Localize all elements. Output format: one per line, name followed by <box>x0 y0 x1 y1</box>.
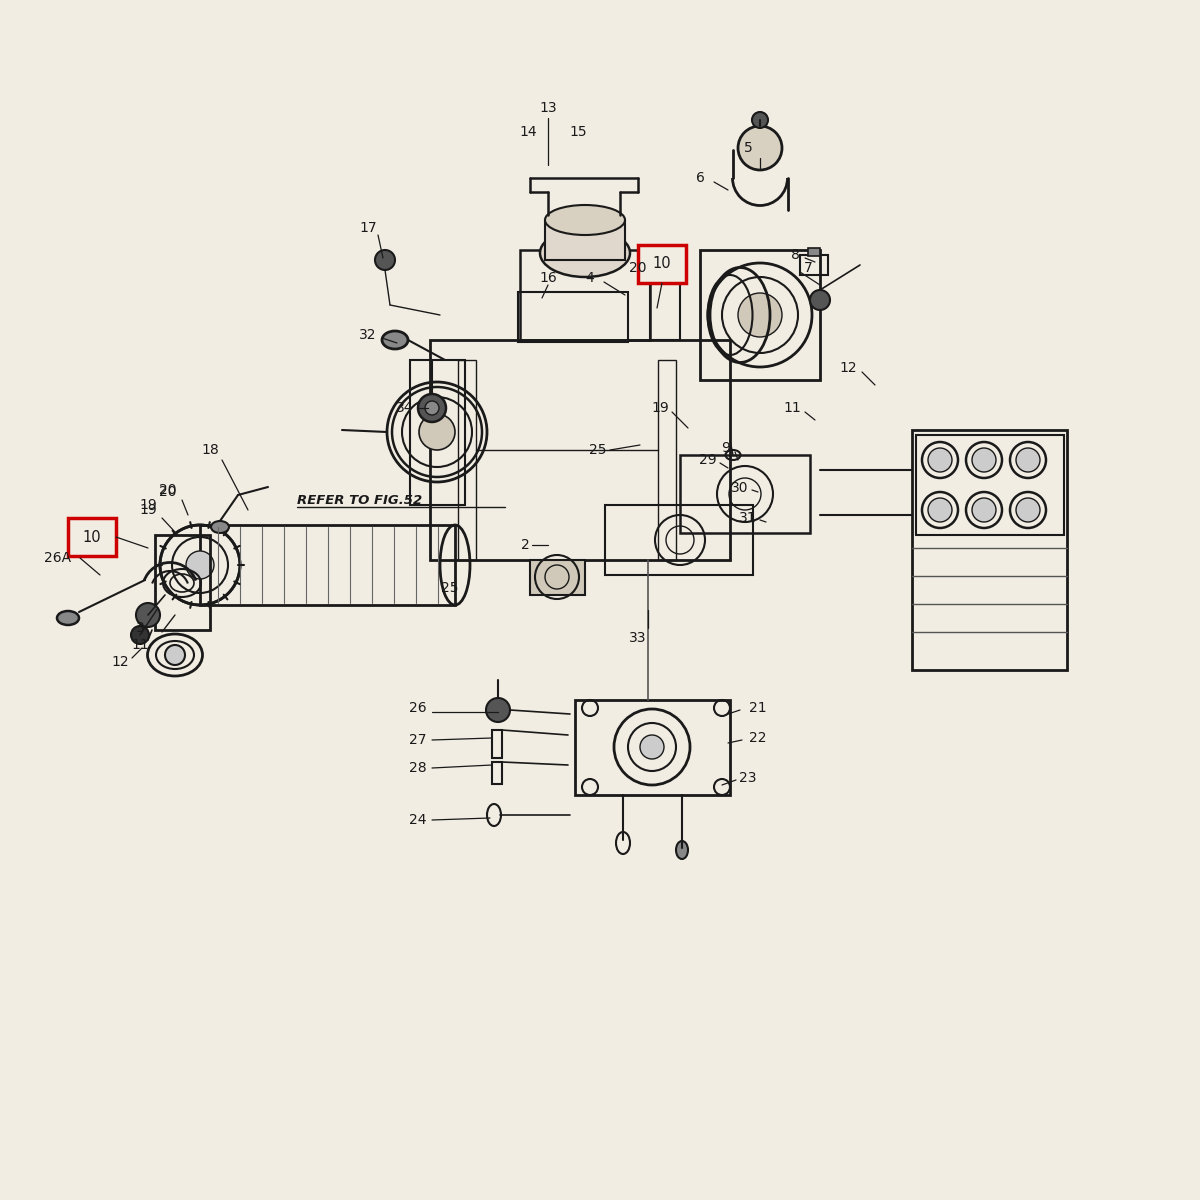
Circle shape <box>972 448 996 472</box>
Bar <box>658 360 676 560</box>
Ellipse shape <box>545 205 625 235</box>
Bar <box>638 245 686 283</box>
Text: 24: 24 <box>409 814 427 827</box>
Text: 12: 12 <box>839 361 857 374</box>
Text: 11: 11 <box>784 401 800 415</box>
Circle shape <box>752 112 768 128</box>
Text: 26A: 26A <box>44 551 72 565</box>
Circle shape <box>1016 498 1040 522</box>
Text: 10: 10 <box>653 257 671 271</box>
Text: 8: 8 <box>791 248 799 262</box>
Text: 28: 28 <box>409 761 427 775</box>
Circle shape <box>738 126 782 170</box>
Bar <box>200 526 455 605</box>
Text: 16: 16 <box>539 271 557 284</box>
Ellipse shape <box>382 331 408 349</box>
Text: 5: 5 <box>744 140 752 155</box>
Bar <box>68 518 116 556</box>
Bar <box>916 434 1064 535</box>
Text: 4: 4 <box>586 271 594 284</box>
Text: 26: 26 <box>409 701 427 715</box>
Text: 19: 19 <box>139 498 157 512</box>
Text: 23: 23 <box>739 770 757 785</box>
Text: 13: 13 <box>539 101 557 115</box>
Text: 25: 25 <box>589 443 607 457</box>
Bar <box>605 505 754 575</box>
Text: 21: 21 <box>749 701 767 715</box>
Circle shape <box>640 734 664 758</box>
Text: 14: 14 <box>520 125 536 139</box>
Text: 20: 20 <box>160 485 176 499</box>
Bar <box>912 430 1067 670</box>
Circle shape <box>425 401 439 415</box>
Text: 32: 32 <box>359 328 377 342</box>
Bar <box>800 254 828 275</box>
Text: 25: 25 <box>442 581 458 595</box>
Text: 31: 31 <box>739 511 757 526</box>
Text: 15: 15 <box>569 125 587 139</box>
Bar <box>545 220 625 260</box>
Bar <box>575 700 730 794</box>
Bar <box>155 535 210 630</box>
Text: 19: 19 <box>139 503 157 517</box>
Text: 11: 11 <box>131 638 149 652</box>
Circle shape <box>1016 448 1040 472</box>
Circle shape <box>131 626 149 644</box>
Circle shape <box>738 293 782 337</box>
Circle shape <box>928 448 952 472</box>
Text: 33: 33 <box>629 631 647 646</box>
Circle shape <box>136 602 160 626</box>
Text: 19: 19 <box>652 401 668 415</box>
Text: 17: 17 <box>359 221 377 235</box>
Bar <box>492 762 502 784</box>
Circle shape <box>972 498 996 522</box>
Text: 12: 12 <box>112 655 128 670</box>
Text: 27: 27 <box>409 733 427 746</box>
Text: 34: 34 <box>396 401 414 415</box>
Circle shape <box>186 551 214 578</box>
Bar <box>518 292 628 342</box>
Ellipse shape <box>58 611 79 625</box>
Circle shape <box>419 414 455 450</box>
Bar <box>680 455 810 533</box>
Circle shape <box>810 290 830 310</box>
Text: REFER TO FIG.52: REFER TO FIG.52 <box>298 494 422 508</box>
Text: 10: 10 <box>83 529 101 545</box>
Circle shape <box>374 250 395 270</box>
Bar <box>530 560 586 595</box>
Circle shape <box>418 394 446 422</box>
Bar <box>458 360 476 560</box>
Circle shape <box>486 698 510 722</box>
Text: 22: 22 <box>749 731 767 745</box>
Text: 20: 20 <box>160 482 176 497</box>
Text: 3: 3 <box>136 622 144 635</box>
Ellipse shape <box>540 229 630 277</box>
Text: 7: 7 <box>804 260 812 275</box>
Text: 9: 9 <box>721 440 731 455</box>
Bar <box>410 360 466 505</box>
Ellipse shape <box>211 521 229 533</box>
Text: 18: 18 <box>202 443 218 457</box>
Bar <box>808 248 820 256</box>
Ellipse shape <box>676 841 688 859</box>
Bar <box>430 340 730 560</box>
Bar <box>492 730 502 758</box>
Text: 6: 6 <box>696 170 704 185</box>
Circle shape <box>928 498 952 522</box>
Bar <box>650 280 680 340</box>
Text: 20: 20 <box>629 260 647 275</box>
Bar <box>700 250 820 380</box>
Text: 2: 2 <box>521 538 529 552</box>
Circle shape <box>166 646 185 665</box>
Bar <box>520 250 650 340</box>
Text: 29: 29 <box>700 452 716 467</box>
Text: 30: 30 <box>731 481 749 494</box>
